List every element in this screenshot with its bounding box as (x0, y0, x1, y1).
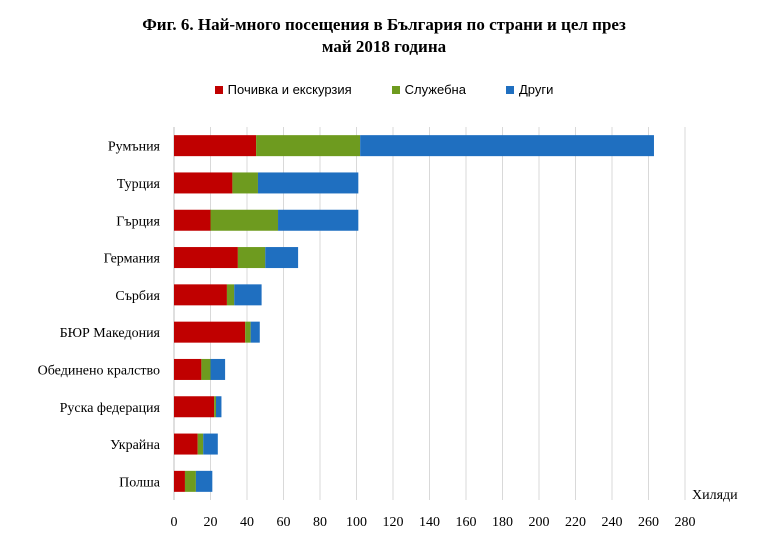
x-tick-label: 120 (383, 515, 404, 530)
bar-segment (245, 322, 250, 343)
category-label: Полша (119, 475, 161, 490)
bar-segment (256, 135, 360, 156)
x-tick-label: 200 (529, 515, 550, 530)
bar-segment (174, 434, 198, 455)
x-tick-label: 80 (313, 515, 327, 530)
bar-segment (201, 359, 210, 380)
category-label: Гърция (116, 214, 160, 229)
category-label: Румъния (108, 140, 161, 155)
bar-chart: Румъния Турция Гърция Германия Сърбия БЮР Мак… (0, 0, 768, 545)
category-label: Руска федерация (60, 401, 161, 416)
x-tick-label: 160 (456, 515, 477, 530)
x-tick-label: 280 (675, 515, 696, 530)
bar-segment (174, 247, 238, 268)
bar-segment (196, 471, 212, 492)
category-label: Обединено кралство (38, 363, 160, 378)
bar-segment (211, 210, 279, 231)
category-labels: Румъния Турция Гърция Германия Сърбия БЮР Мак… (38, 140, 161, 491)
bar-segment (174, 471, 185, 492)
bar-segment (198, 434, 203, 455)
bar-segment (174, 210, 211, 231)
bar-segment (251, 322, 260, 343)
x-axis-label: Хиляди (692, 488, 738, 503)
bar-segment (238, 247, 265, 268)
bar-segment (174, 172, 232, 193)
x-tick-label: 180 (492, 515, 513, 530)
bar-segment (234, 284, 261, 305)
category-label: Украйна (110, 438, 161, 453)
x-tick-label: 220 (565, 515, 586, 530)
x-tick-label: 20 (204, 515, 218, 530)
bars (174, 135, 654, 492)
x-tick-label: 60 (277, 515, 291, 530)
bar-segment (258, 172, 358, 193)
category-label: Сърбия (115, 289, 160, 304)
x-tick-label: 100 (346, 515, 367, 530)
bar-segment (227, 284, 234, 305)
x-tick-labels: 0 20 40 60 80 100 120 140 160 180 200 220 240 260 280 (171, 515, 696, 530)
bar-segment (174, 284, 227, 305)
bar-segment (216, 396, 221, 417)
bar-segment (211, 359, 226, 380)
bar-segment (278, 210, 358, 231)
bar-segment (265, 247, 298, 268)
bar-segment (214, 396, 216, 417)
bar-segment (174, 322, 245, 343)
x-tick-label: 140 (419, 515, 440, 530)
bar-segment (174, 359, 201, 380)
x-tick-label: 240 (602, 515, 623, 530)
bar-segment (232, 172, 258, 193)
bar-segment (174, 396, 214, 417)
category-label: Германия (104, 252, 161, 267)
category-label: Турция (117, 177, 161, 192)
x-tick-label: 0 (171, 515, 178, 530)
x-tick-label: 40 (240, 515, 254, 530)
bar-segment (174, 135, 256, 156)
bar-segment (185, 471, 196, 492)
category-label: БЮР Македония (60, 326, 161, 341)
bar-segment (203, 434, 218, 455)
bar-segment (360, 135, 654, 156)
x-tick-label: 260 (638, 515, 659, 530)
